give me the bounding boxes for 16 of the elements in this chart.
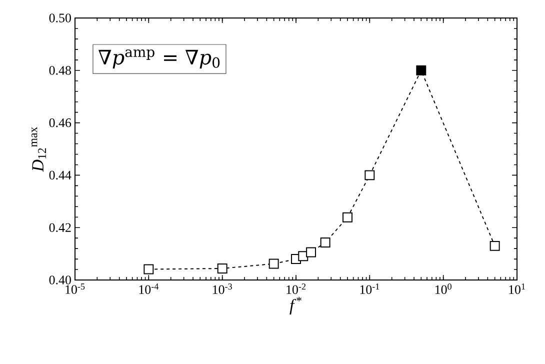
annotation: ∇p$^{amp}$ = ∇p$_{0}$	[98, 49, 220, 69]
y-axis-title: D$_{12}$max	[32, 126, 46, 172]
y-tick-label: 0.42	[49, 223, 71, 232]
x-tick-label: 10$^{0}$	[435, 284, 452, 294]
x-tick-label: 10$^{-1}$	[360, 284, 380, 294]
y-tick-label: 0.40	[49, 276, 71, 284]
x-tick-label: 10$^{-5}$	[66, 284, 85, 294]
x-tick-label: 10$^{-4}$	[139, 284, 159, 294]
y-tick-label: 0.48	[49, 66, 71, 75]
y-tick-label: 0.50	[49, 14, 71, 22]
x-tick-label: 10$^{-2}$	[286, 284, 306, 294]
y-tick-label: 0.44	[49, 170, 72, 180]
x-axis-title: f$^{*}$	[290, 296, 302, 314]
y-tick-label: 0.46	[49, 118, 72, 128]
x-tick-label: 10$^{1}$	[509, 284, 525, 294]
x-tick-label: 10$^{-3}$	[212, 284, 232, 294]
